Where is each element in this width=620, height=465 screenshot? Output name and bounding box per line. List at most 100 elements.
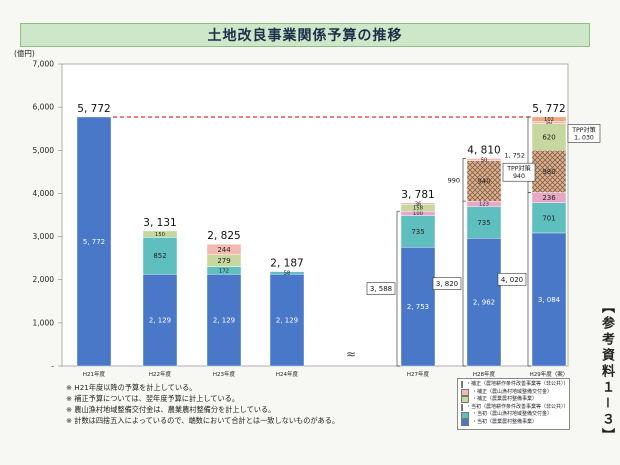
legend-item: ・当初（農山漁村地域整備交付金） xyxy=(461,411,566,419)
segment-label: 701 xyxy=(542,214,555,222)
footnotes: ※ H21年度以降の予算を計上している。 ※ 補正予算については、翌年度予算に計… xyxy=(66,382,456,426)
bar-segment xyxy=(269,273,305,367)
bar-total-label: 2, 825 xyxy=(207,230,240,242)
bracket xyxy=(396,210,400,367)
bar-segment xyxy=(531,123,567,151)
supplementary-total-label: 1, 752 xyxy=(504,151,525,159)
bar-total-label: 5, 772 xyxy=(77,103,110,115)
legend-label: ・補正（農山漁村地域整備交付金） xyxy=(472,388,553,395)
legend-label: ・当初（農山漁村地域整備交付金） xyxy=(472,411,553,418)
y-tick-label: 6,000 xyxy=(33,103,55,112)
svg-text:1, 030: 1, 030 xyxy=(574,134,594,141)
legend-item: ・補正（農業農村整備事業） xyxy=(461,396,566,404)
y-tick-label: 4,000 xyxy=(33,189,55,198)
segment-label: 620 xyxy=(542,133,555,141)
supplementary-total-label: 990 xyxy=(448,176,460,184)
footnote-4: ※ 計数は四捨五入によっているので、端数において合計とは一致しないものがある。 xyxy=(66,416,340,425)
segment-label: 2, 129 xyxy=(213,317,235,325)
reference-document-label: 【参考資料１－３】 xyxy=(599,300,614,445)
footnote-3: ※ 農山漁村地域整備交付金は、農業農村整備分を計上している。 xyxy=(66,405,276,414)
segment-label: 123 xyxy=(479,202,489,208)
bar-segment xyxy=(531,150,567,193)
x-tick-label: H29年度（案） xyxy=(530,370,569,378)
initial-total-label: 4, 020 xyxy=(501,276,523,284)
y-tick-label: 3,000 xyxy=(33,232,55,241)
segment-label: 735 xyxy=(411,228,424,236)
bracket xyxy=(462,158,466,202)
segment-label: 150 xyxy=(155,232,165,238)
bar-segment xyxy=(400,202,436,205)
segment-label: 58 xyxy=(284,271,291,277)
legend-label: ・補正（農地耕作条件改善事業等（非公共）） xyxy=(466,381,569,387)
initial-total-label: 3, 588 xyxy=(370,285,392,293)
svg-text:940: 940 xyxy=(513,173,525,180)
bar-segment xyxy=(76,116,112,367)
y-tick-label: 1,000 xyxy=(33,318,55,327)
bar-segment xyxy=(400,247,436,367)
bar-segment xyxy=(142,273,178,367)
bar-total-label: 3, 131 xyxy=(143,217,176,229)
bar-segment xyxy=(400,215,436,248)
segment-label: 244 xyxy=(217,246,231,254)
footnote-2: ※ 補正予算については、翌年度予算に計上している。 xyxy=(66,394,240,403)
svg-text:TPP対策: TPP対策 xyxy=(571,126,596,134)
bar-total-label: 5, 772 xyxy=(532,103,565,115)
bracket xyxy=(527,116,531,193)
legend-swatch xyxy=(461,381,463,389)
x-tick-label: H27年度 xyxy=(407,370,430,378)
chart-title: 土地改良事業関係予算の推移 xyxy=(20,23,590,47)
segment-label: 2, 129 xyxy=(149,317,171,325)
segment-label: 172 xyxy=(219,268,229,274)
segment-label: 735 xyxy=(477,219,490,227)
initial-total-box xyxy=(366,282,396,295)
legend-label: ・当初（農地耕作条件改善事業等（非公共）） xyxy=(466,403,569,410)
initial-total-label: 3, 820 xyxy=(436,280,458,288)
segment-label: 852 xyxy=(153,252,166,260)
bar-segment xyxy=(466,160,502,202)
legend-item: ・当初（農地耕作条件改善事業等（非公共）） xyxy=(461,403,569,412)
svg-text:TPP対策: TPP対策 xyxy=(506,165,531,173)
legend-item: ・当初（農業農村整備事業） xyxy=(461,419,566,427)
y-axis-label: (億円) xyxy=(14,48,35,58)
bar-segment xyxy=(466,158,502,161)
segment-label: 279 xyxy=(217,257,230,265)
segment-label: 2, 962 xyxy=(473,299,495,307)
segment-label: 236 xyxy=(542,194,556,202)
segment-label: 5, 772 xyxy=(83,238,105,246)
segment-label: 3, 084 xyxy=(538,296,561,304)
legend: ・補正（農地耕作条件改善事業等（非公共）） ・補正（農山漁村地域整備交付金） ・補正… xyxy=(457,378,570,430)
segment-label: 2, 753 xyxy=(407,303,429,311)
legend-swatch xyxy=(461,404,463,412)
bar-segment xyxy=(466,238,502,367)
y-tick-label: 5,000 xyxy=(33,146,55,155)
bar-segment xyxy=(269,271,305,275)
bar-segment xyxy=(531,116,567,122)
segment-label: 158 xyxy=(413,206,423,212)
x-tick-label: H28年度 xyxy=(473,370,496,378)
x-tick-label: H22年度 xyxy=(149,370,172,378)
bar-total-label: 2, 187 xyxy=(270,258,303,270)
legend-swatch xyxy=(461,396,469,404)
footnote-1: ※ H21年度以降の予算を計上している。 xyxy=(66,383,197,392)
y-tick-label: 7,000 xyxy=(33,60,55,69)
initial-total-box xyxy=(497,272,527,286)
initial-total-box xyxy=(432,277,462,290)
legend-item: ・補正（農山漁村地域整備交付金） xyxy=(461,389,566,397)
x-tick-label: H23年度 xyxy=(213,370,236,378)
x-tick-label: H24年度 xyxy=(276,370,299,378)
segment-label: 102 xyxy=(544,117,554,123)
legend-label: ・当初（農業農村整備事業） xyxy=(472,418,538,425)
y-tick-label: 2,000 xyxy=(33,275,55,284)
bar-segment xyxy=(531,232,567,367)
segment-label: 36 xyxy=(415,201,422,207)
axis-break-symbol: ≈ xyxy=(346,347,356,361)
segment-label: 50 xyxy=(546,120,553,126)
segment-label: 980 xyxy=(542,168,555,176)
segment-label: 2, 129 xyxy=(276,317,298,325)
bar-segment xyxy=(531,202,567,234)
legend-item: ・補正（農地耕作条件改善事業等（非公共）） xyxy=(461,381,569,389)
bar-segment xyxy=(206,243,242,255)
